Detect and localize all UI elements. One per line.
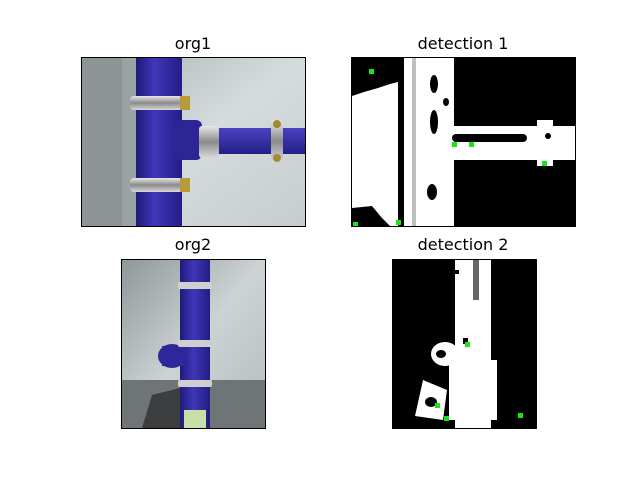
detection-2-mask bbox=[392, 259, 537, 429]
panel-title-org1: org1 bbox=[174, 34, 212, 53]
org1-image bbox=[81, 57, 306, 227]
panel-title-detection-2: detection 2 bbox=[417, 235, 509, 254]
panel-title-org2: org2 bbox=[174, 235, 212, 254]
panel-title-detection-1: detection 1 bbox=[417, 34, 509, 53]
org2-image bbox=[121, 259, 266, 429]
detection-1-mask bbox=[351, 57, 576, 227]
